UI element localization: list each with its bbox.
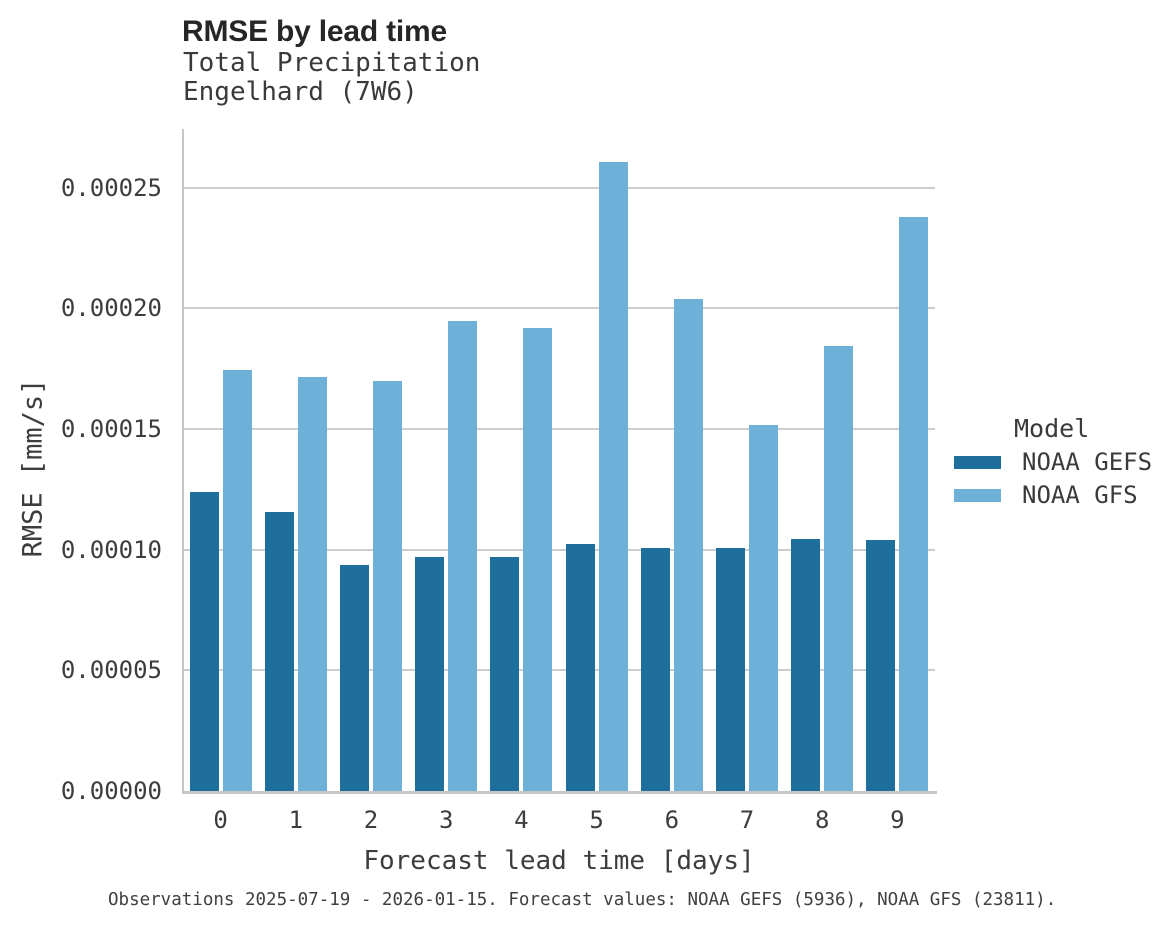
chart-subtitle-station: Engelhard (7W6) — [183, 77, 418, 107]
x-tick-label-8: 8 — [814, 806, 830, 834]
y-tick-label-0.00010: 0.00010 — [60, 535, 162, 564]
bar-noaa-gefs-day0 — [189, 492, 219, 791]
x-axis-baseline — [183, 791, 937, 794]
bar-noaa-gfs-day6 — [673, 299, 703, 791]
x-tick-label-5: 5 — [589, 806, 604, 834]
x-tick-label-6: 6 — [664, 806, 680, 834]
x-tick-label-7: 7 — [739, 806, 755, 834]
y-axis-title: RMSE [mm/s] — [17, 378, 49, 558]
x-tick-label-4: 4 — [514, 806, 529, 834]
x-tick-label-1: 1 — [288, 806, 304, 834]
bar-noaa-gfs-day1 — [297, 377, 327, 791]
chart-subtitle-variable: Total Precipitation — [183, 48, 481, 78]
gridline-0.00005 — [183, 669, 935, 672]
bar-noaa-gfs-day9 — [899, 217, 929, 791]
y-tick-label-0.00020: 0.00020 — [60, 294, 162, 323]
x-tick-label-3: 3 — [438, 806, 454, 834]
x-tick-label-9: 9 — [890, 806, 905, 834]
bar-noaa-gfs-day4 — [523, 328, 553, 791]
bar-noaa-gfs-day3 — [448, 321, 478, 791]
bar-noaa-gfs-day7 — [749, 425, 778, 791]
chart-title: RMSE by lead time — [182, 15, 448, 48]
y-tick-label-0.00015: 0.00015 — [60, 414, 162, 443]
legend-swatch-icon — [954, 456, 1001, 469]
bar-noaa-gefs-day2 — [340, 565, 369, 791]
bar-noaa-gefs-day8 — [791, 539, 821, 791]
bar-noaa-gefs-day1 — [264, 512, 294, 791]
x-axis-title: Forecast lead time [days] — [363, 846, 755, 876]
bar-noaa-gefs-day6 — [640, 548, 670, 791]
x-tick-label-2: 2 — [363, 806, 379, 834]
bar-noaa-gefs-day9 — [866, 540, 896, 791]
legend-title: Model — [1014, 414, 1090, 443]
gridline-0.00010 — [183, 548, 935, 551]
bar-noaa-gfs-day5 — [598, 162, 628, 791]
y-tick-label-0.00000: 0.00000 — [60, 777, 162, 805]
bar-noaa-gfs-day2 — [373, 381, 402, 791]
legend-label: NOAA GFS — [1022, 481, 1138, 509]
gridline-0.00020 — [183, 307, 935, 310]
legend-swatch-icon — [954, 489, 1001, 502]
bar-noaa-gefs-day4 — [490, 557, 520, 791]
y-tick-label-0.00025: 0.00025 — [60, 173, 162, 202]
bar-noaa-gfs-day0 — [222, 370, 252, 791]
bar-noaa-gfs-day8 — [824, 346, 854, 791]
x-tick-label-0: 0 — [213, 806, 228, 834]
bar-noaa-gefs-day7 — [716, 548, 745, 791]
gridline-0.00025 — [183, 186, 935, 189]
footer-caption: Observations 2025-07-19 - 2026-01-15. Fo… — [108, 890, 1057, 910]
y-tick-label-0.00005: 0.00005 — [60, 656, 162, 685]
gridline-0.00015 — [183, 427, 935, 430]
y-axis-spine — [182, 129, 184, 794]
bar-noaa-gefs-day5 — [565, 544, 595, 791]
bar-noaa-gefs-day3 — [415, 557, 445, 791]
legend-label: NOAA GEFS — [1022, 448, 1153, 476]
